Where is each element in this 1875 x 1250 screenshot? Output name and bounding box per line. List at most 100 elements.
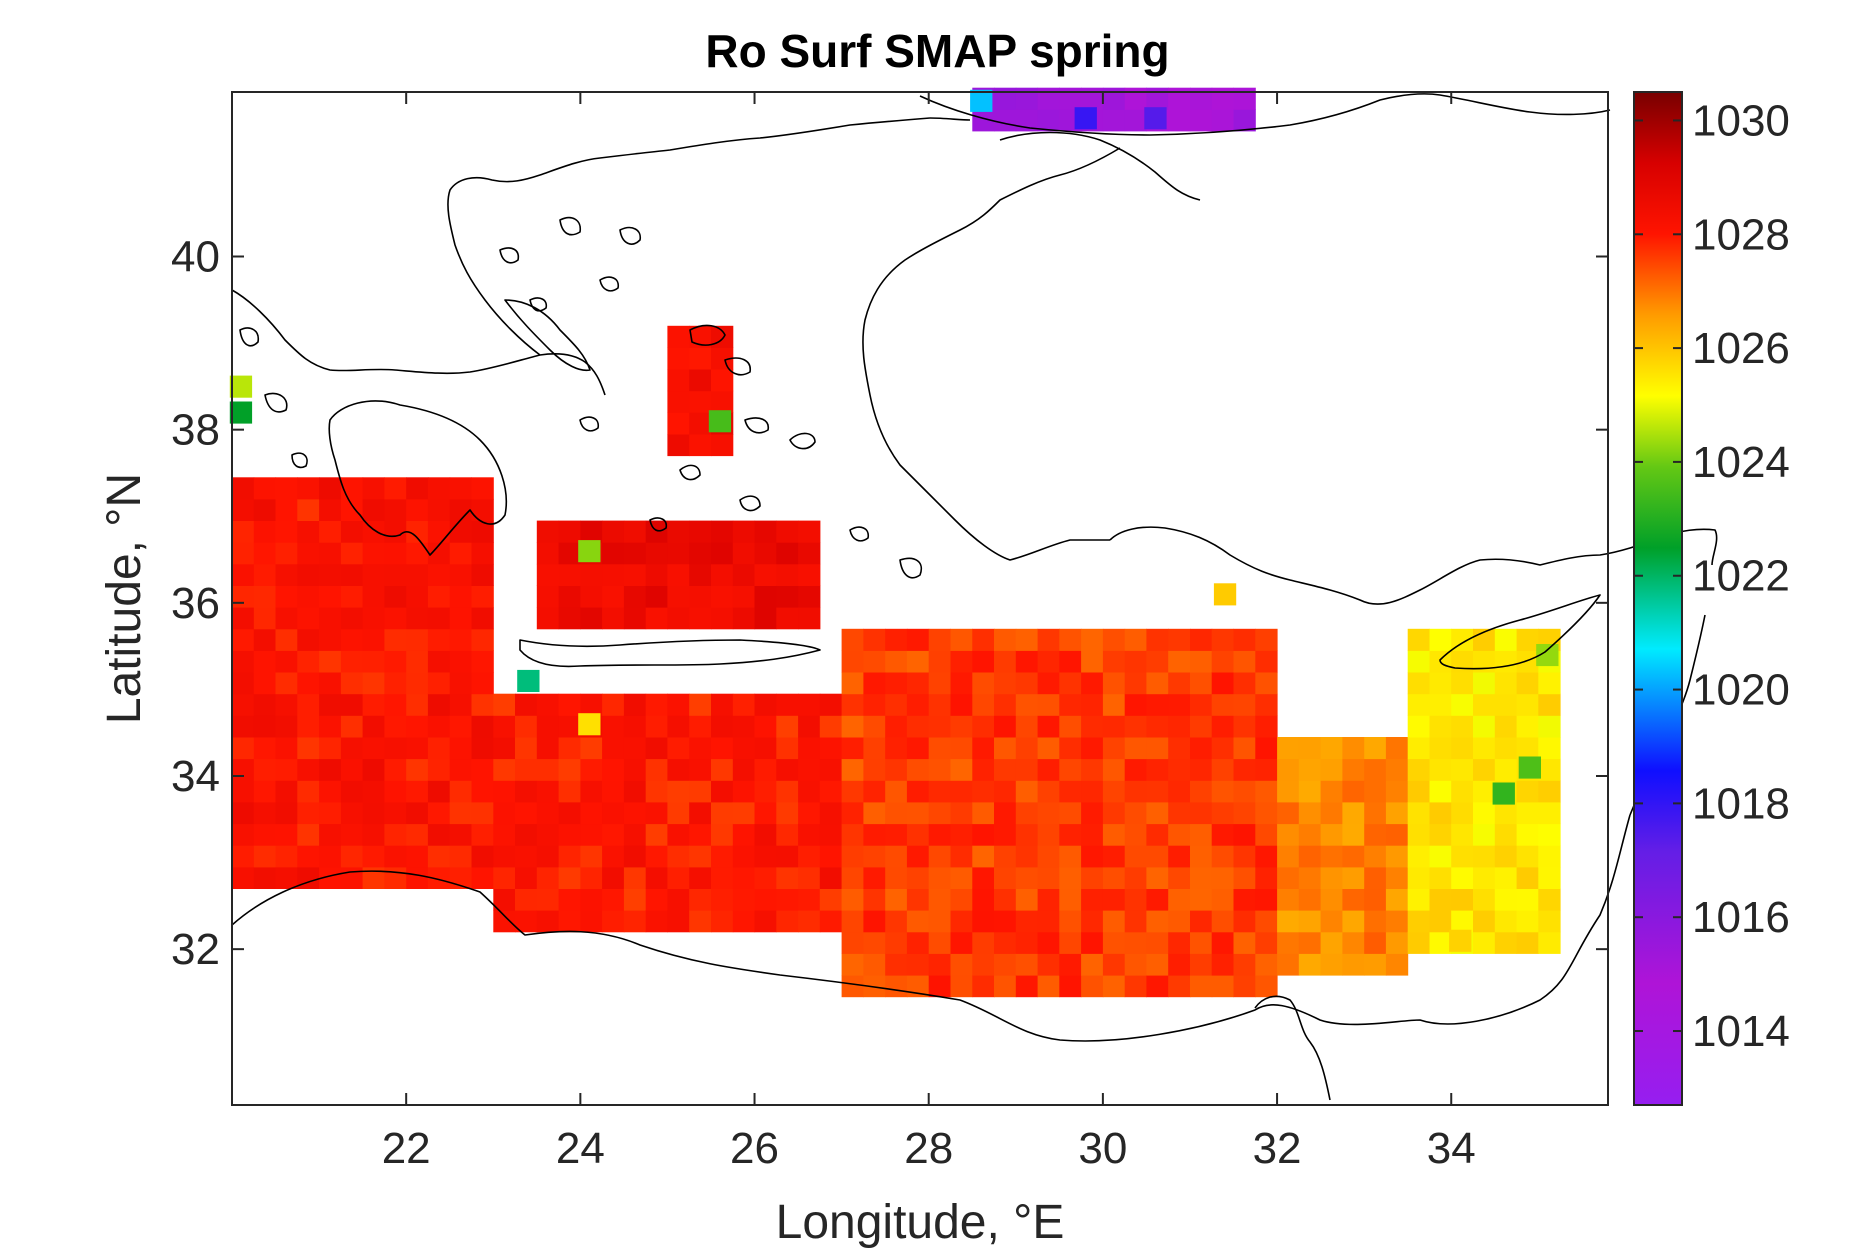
data-cell bbox=[1037, 802, 1060, 825]
data-cell bbox=[1364, 802, 1387, 825]
x-tick-label: 24 bbox=[556, 1124, 605, 1173]
data-cell bbox=[732, 802, 756, 825]
data-cell bbox=[232, 477, 255, 500]
data-cell bbox=[841, 780, 864, 803]
data-cell bbox=[1211, 672, 1234, 695]
data-cell bbox=[1146, 823, 1169, 846]
colorbar-tick-label: 1018 bbox=[1692, 779, 1790, 828]
x-tick-label: 32 bbox=[1253, 1124, 1302, 1173]
data-cell bbox=[819, 845, 843, 868]
data-cell bbox=[711, 715, 734, 738]
data-cell bbox=[340, 542, 364, 565]
data-cell bbox=[1473, 715, 1496, 738]
data-cell bbox=[449, 737, 472, 760]
data-cell bbox=[471, 585, 494, 608]
data-cell bbox=[1015, 628, 1039, 651]
data-cell bbox=[1516, 628, 1539, 651]
data-cell bbox=[645, 737, 668, 760]
data-cell bbox=[906, 931, 930, 954]
data-cell bbox=[1342, 845, 1365, 868]
data-cell bbox=[754, 715, 777, 738]
data-cell bbox=[863, 758, 886, 781]
data-cell bbox=[1190, 910, 1213, 933]
data-cell bbox=[667, 845, 690, 868]
data-cell bbox=[384, 737, 407, 760]
data-cell bbox=[1168, 109, 1191, 132]
data-cell bbox=[1037, 693, 1060, 716]
data-cell bbox=[1320, 910, 1343, 933]
data-cell bbox=[1168, 650, 1191, 673]
data-cell bbox=[1320, 802, 1343, 825]
data-cell bbox=[906, 758, 930, 781]
data-cell bbox=[689, 737, 712, 760]
data-cell bbox=[449, 758, 472, 781]
data-cell bbox=[1451, 845, 1474, 868]
data-cell bbox=[819, 888, 843, 911]
data-cell bbox=[340, 780, 364, 803]
data-cell bbox=[449, 780, 472, 803]
data-cell bbox=[732, 737, 756, 760]
data-cell bbox=[1015, 845, 1039, 868]
data-cell bbox=[232, 780, 255, 803]
data-cell bbox=[602, 758, 625, 781]
data-cell bbox=[1516, 931, 1539, 954]
data-cell bbox=[558, 542, 581, 565]
data-cell bbox=[1015, 888, 1039, 911]
data-cell bbox=[558, 780, 581, 803]
data-cell bbox=[427, 585, 451, 608]
data-cell bbox=[449, 823, 472, 846]
data-cell bbox=[384, 845, 407, 868]
data-cell bbox=[1516, 888, 1539, 911]
data-cell bbox=[863, 715, 886, 738]
data-cell bbox=[515, 693, 538, 716]
data-cell bbox=[645, 563, 668, 586]
data-cell bbox=[1429, 931, 1452, 954]
data-cell bbox=[1538, 802, 1561, 825]
data-cell bbox=[340, 563, 364, 586]
data-cell bbox=[580, 758, 603, 781]
data-cell bbox=[362, 498, 385, 521]
data-cell bbox=[1190, 888, 1213, 911]
data-cell bbox=[427, 628, 451, 651]
data-cell bbox=[536, 823, 560, 846]
data-cell bbox=[994, 975, 1017, 998]
data-cell bbox=[427, 542, 451, 565]
data-cell bbox=[253, 715, 277, 738]
data-cell bbox=[863, 845, 886, 868]
data-cell bbox=[1277, 910, 1300, 933]
data-cell bbox=[340, 498, 364, 521]
data-cell bbox=[885, 780, 908, 803]
data-cell bbox=[319, 845, 342, 868]
data-cell bbox=[1320, 953, 1343, 976]
data-cell bbox=[406, 628, 429, 651]
data-cell bbox=[732, 845, 756, 868]
data-cell bbox=[1277, 802, 1300, 825]
data-cell bbox=[1037, 780, 1060, 803]
data-cell bbox=[1102, 931, 1126, 954]
data-cell bbox=[253, 585, 277, 608]
data-cell bbox=[1015, 672, 1039, 695]
data-cell bbox=[994, 910, 1017, 933]
data-cell bbox=[340, 693, 364, 716]
data-cell bbox=[1342, 910, 1365, 933]
data-cell bbox=[623, 888, 647, 911]
data-cell bbox=[972, 737, 995, 760]
data-cell bbox=[319, 823, 342, 846]
data-cell bbox=[253, 866, 277, 889]
data-cell bbox=[253, 693, 277, 716]
data-cell bbox=[798, 845, 821, 868]
colorbar-tick-label: 1020 bbox=[1692, 666, 1790, 715]
data-cell bbox=[253, 520, 277, 543]
data-cell bbox=[689, 715, 712, 738]
data-cell bbox=[536, 758, 560, 781]
data-cell bbox=[885, 758, 908, 781]
data-cell bbox=[1364, 823, 1387, 846]
data-cell bbox=[319, 585, 342, 608]
data-cell bbox=[1407, 910, 1430, 933]
data-cell bbox=[863, 975, 886, 998]
data-cell bbox=[449, 542, 472, 565]
data-cell bbox=[1385, 737, 1409, 760]
data-cell bbox=[1081, 715, 1104, 738]
data-cell bbox=[406, 672, 429, 695]
data-cell bbox=[1124, 672, 1147, 695]
